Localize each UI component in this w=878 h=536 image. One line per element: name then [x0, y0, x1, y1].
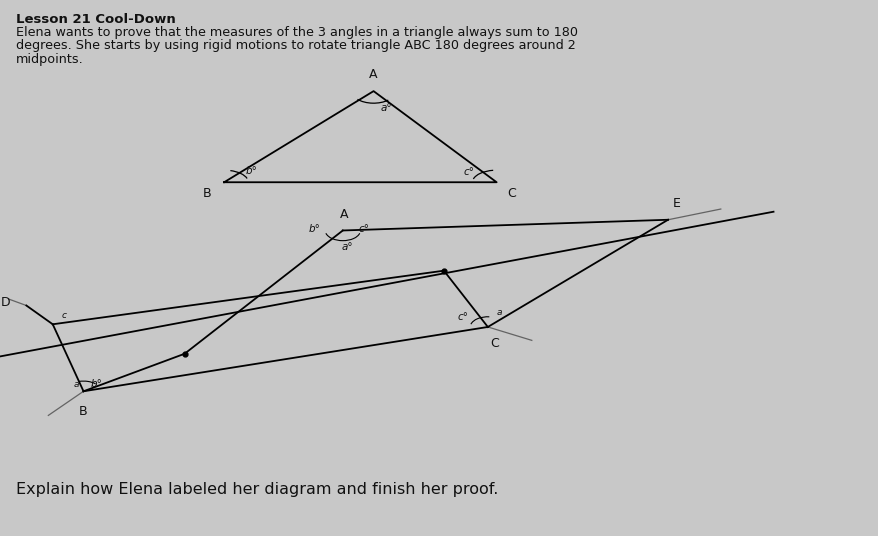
Text: c°: c° — [463, 167, 474, 177]
Text: C: C — [507, 187, 515, 199]
Text: B: B — [79, 405, 88, 418]
Text: A: A — [369, 69, 378, 81]
Text: a: a — [74, 379, 79, 389]
Text: midpoints.: midpoints. — [16, 53, 83, 65]
Text: Elena wants to prove that the measures of the 3 angles in a triangle always sum : Elena wants to prove that the measures o… — [16, 26, 577, 39]
Text: c°: c° — [457, 311, 468, 322]
Text: b°: b° — [308, 225, 320, 234]
Text: degrees. She starts by using rigid motions to rotate triangle ABC 180 degrees ar: degrees. She starts by using rigid motio… — [16, 39, 575, 52]
Text: b°: b° — [246, 166, 258, 176]
Text: B: B — [202, 187, 211, 199]
Text: Lesson 21 Cool-Down: Lesson 21 Cool-Down — [16, 13, 176, 26]
Text: Explain how Elena labeled her diagram and finish her proof.: Explain how Elena labeled her diagram an… — [16, 482, 498, 497]
Text: A: A — [340, 208, 349, 221]
Text: D: D — [1, 296, 11, 309]
Text: c°: c° — [358, 225, 370, 234]
Text: C: C — [490, 337, 499, 349]
Text: E: E — [673, 197, 680, 210]
Text: c: c — [61, 311, 67, 320]
Text: a°: a° — [380, 103, 392, 113]
Text: b°: b° — [90, 378, 103, 389]
Text: a: a — [496, 308, 501, 317]
Text: a°: a° — [341, 242, 353, 252]
